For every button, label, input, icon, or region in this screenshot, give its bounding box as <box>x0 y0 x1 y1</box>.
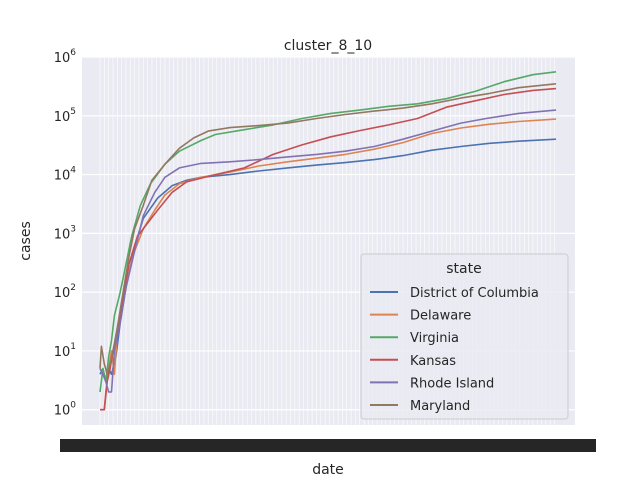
legend-label: Kansas <box>410 354 456 369</box>
legend-items: District of Columbia Delaware Virginia Kans… <box>370 286 539 414</box>
chart-title: cluster_8_10 <box>284 38 372 54</box>
series-line <box>99 71 557 393</box>
y-tick-label: 100 <box>54 401 77 419</box>
legend-title: state <box>446 261 481 277</box>
series-line <box>99 83 557 376</box>
series-line <box>99 109 557 393</box>
x-axis-ticks <box>60 439 596 452</box>
y-axis-label: cases <box>18 221 34 260</box>
y-tick-label: 103 <box>54 224 76 242</box>
legend-label: Maryland <box>410 399 470 414</box>
legend-label: Virginia <box>410 331 459 346</box>
series-layer <box>99 71 557 411</box>
legend-label: Rhode Island <box>410 376 494 391</box>
y-tick-label: 104 <box>54 166 77 184</box>
legend-box <box>360 253 569 420</box>
y-tick-label: 105 <box>54 107 76 125</box>
x-axis-label: date <box>312 462 344 478</box>
y-tick-label: 101 <box>54 342 76 360</box>
y-tick-label: 102 <box>54 283 76 301</box>
series-line <box>100 87 557 411</box>
y-axis-ticks: 100 101 102 103 104 105 106 <box>54 48 77 419</box>
legend-label: District of Columbia <box>410 286 539 301</box>
x-tick-label-band <box>60 439 596 452</box>
legend-label: Delaware <box>410 309 471 324</box>
y-tick-label: 106 <box>54 48 77 66</box>
legend: state District of Columbia Delaware Virgin… <box>360 253 569 420</box>
